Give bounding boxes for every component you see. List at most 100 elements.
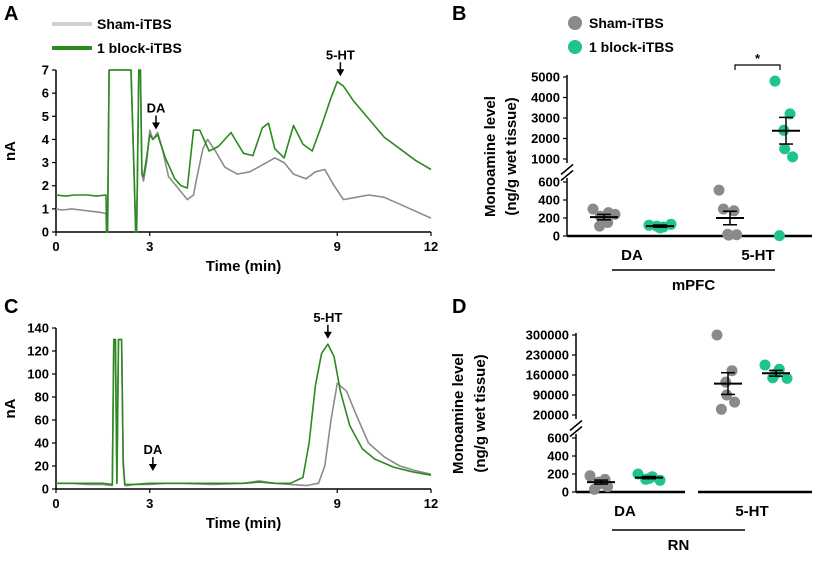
d-y-tick-label: 230000 xyxy=(526,348,569,363)
a-y-tick-label: 1 xyxy=(42,201,49,216)
b-point-sham xyxy=(609,208,621,220)
b-region-label: mPFC xyxy=(672,277,716,294)
legend-sham-label-right: Sham-iTBS xyxy=(589,15,664,31)
b-point-sham xyxy=(587,203,599,215)
c-annotation-da-arrow-head xyxy=(148,464,157,472)
d-axis-break-mark xyxy=(569,419,583,432)
b-category-label-5ht: 5-HT xyxy=(741,247,774,264)
a-y-tick-label: 2 xyxy=(42,178,49,193)
chart-b: 0 200 400 600 1000 2000 3000 4000 5000 DA 5-HT mPFC… xyxy=(482,51,812,294)
b-y-axis-label: Monoamine level xyxy=(482,96,499,217)
d-point-itbs xyxy=(759,359,771,371)
b-y-tick-label: 400 xyxy=(538,193,560,208)
b-point-sham xyxy=(713,184,725,196)
b-y-tick-label: 4000 xyxy=(531,90,560,105)
a-x-tick-label: 0 xyxy=(52,239,59,254)
b-point-sham xyxy=(717,203,729,215)
b-point-sham xyxy=(594,220,606,232)
d-point-sham xyxy=(720,376,732,388)
legend-top: Sham-iTBS 1 block-iTBS xyxy=(52,16,182,56)
b-y-tick-label: 1000 xyxy=(531,152,560,167)
a-y-tick-label: 5 xyxy=(42,109,49,124)
d-y-tick-label: 20000 xyxy=(533,408,569,423)
b-point-itbs xyxy=(779,143,791,155)
b-point-itbs xyxy=(787,151,799,163)
a-series-itbs-line xyxy=(55,69,432,233)
c-y-axis-label: nA xyxy=(2,398,19,418)
chart-c: 0 20 40 60 80 100 120 140 0 3 9 12 Time (min) nA DA 5-H… xyxy=(2,310,438,532)
legend-itbs-label-right: 1 block-iTBS xyxy=(589,39,674,55)
a-x-tick-label: 3 xyxy=(146,239,153,254)
b-significance-star: * xyxy=(755,51,761,66)
a-y-tick-label: 6 xyxy=(42,86,49,101)
b-y-tick-label: 600 xyxy=(538,175,560,190)
panel-label-d: D xyxy=(452,296,466,318)
c-x-tick-label: 3 xyxy=(146,496,153,511)
b-y-axis-label-units: (ng/g wet tissue) xyxy=(503,97,520,215)
chart-d: 0 200 400 600 20000 90000 160000 230000 300000 DA… xyxy=(450,328,812,554)
d-y-tick-label: 90000 xyxy=(533,388,569,403)
d-point-sham xyxy=(588,483,600,495)
b-point-sham xyxy=(731,229,743,241)
panel-label-a: A xyxy=(4,3,18,25)
b-significance-bracket xyxy=(734,64,781,70)
panel-label-b: B xyxy=(452,3,466,25)
c-y-tick-label: 120 xyxy=(27,344,49,359)
b-point-itbs xyxy=(665,218,677,230)
panel-label-c: C xyxy=(4,296,18,318)
d-y-tick-label: 400 xyxy=(547,449,569,464)
c-x-tick-label: 9 xyxy=(334,496,341,511)
d-y-tick-label: 160000 xyxy=(526,368,569,383)
d-point-sham xyxy=(729,396,741,408)
d-point-sham xyxy=(584,470,596,482)
d-y-axis-label: Monoamine level xyxy=(450,353,467,474)
a-y-tick-label: 4 xyxy=(42,132,50,147)
legend-itbs-dot xyxy=(568,40,582,54)
d-category-label-da: DA xyxy=(614,503,636,520)
legend-right: Sham-iTBS 1 block-iTBS xyxy=(568,15,674,55)
c-y-tick-label: 0 xyxy=(42,482,49,497)
a-annotation-da-arrow-head xyxy=(152,122,160,130)
a-x-tick-label: 9 xyxy=(334,239,341,254)
d-point-itbs xyxy=(781,372,793,384)
d-region-label: RN xyxy=(668,537,690,554)
d-y-tick-label: 200 xyxy=(547,467,569,482)
a-annotation-5ht-arrow-head xyxy=(336,69,345,77)
b-axis-break-mark xyxy=(560,163,574,176)
c-x-tick-label: 0 xyxy=(52,496,59,511)
b-point-sham xyxy=(723,229,735,241)
d-point-itbs xyxy=(654,474,666,486)
a-y-tick-label: 0 xyxy=(42,225,49,240)
a-series-sham-line xyxy=(55,69,432,233)
b-point-itbs xyxy=(769,75,781,87)
b-y-tick-label: 3000 xyxy=(531,111,560,126)
d-y-axis-label-units: (ng/g wet tissue) xyxy=(472,354,489,472)
d-y-tick-label: 0 xyxy=(562,485,569,500)
c-x-tick-label: 12 xyxy=(424,496,438,511)
legend-itbs-label: 1 block-iTBS xyxy=(97,40,182,56)
c-y-tick-label: 60 xyxy=(35,413,49,428)
b-y-tick-label: 5000 xyxy=(531,70,560,85)
d-point-sham xyxy=(711,329,723,341)
d-y-tick-label: 300000 xyxy=(526,328,569,343)
c-y-tick-label: 40 xyxy=(35,436,49,451)
a-y-tick-label: 3 xyxy=(42,155,49,170)
c-y-tick-label: 20 xyxy=(35,459,49,474)
c-y-tick-label: 80 xyxy=(35,390,49,405)
b-point-itbs xyxy=(773,230,785,242)
b-y-tick-label: 0 xyxy=(553,229,560,244)
d-category-label-5ht: 5-HT xyxy=(735,503,768,520)
d-point-sham xyxy=(715,403,727,415)
a-y-axis-label: nA xyxy=(2,141,19,161)
b-axis-break-mark xyxy=(560,169,574,182)
b-category-label-da: DA xyxy=(621,247,643,264)
c-annotation-5ht-arrow-head xyxy=(323,331,332,339)
legend-sham-label: Sham-iTBS xyxy=(97,16,172,32)
c-series-itbs-line xyxy=(56,338,432,486)
c-annotation-da-label: DA xyxy=(143,442,162,457)
a-y-tick-label: 7 xyxy=(42,63,49,78)
b-y-tick-label: 200 xyxy=(538,211,560,226)
d-axis-break-mark xyxy=(569,425,583,438)
